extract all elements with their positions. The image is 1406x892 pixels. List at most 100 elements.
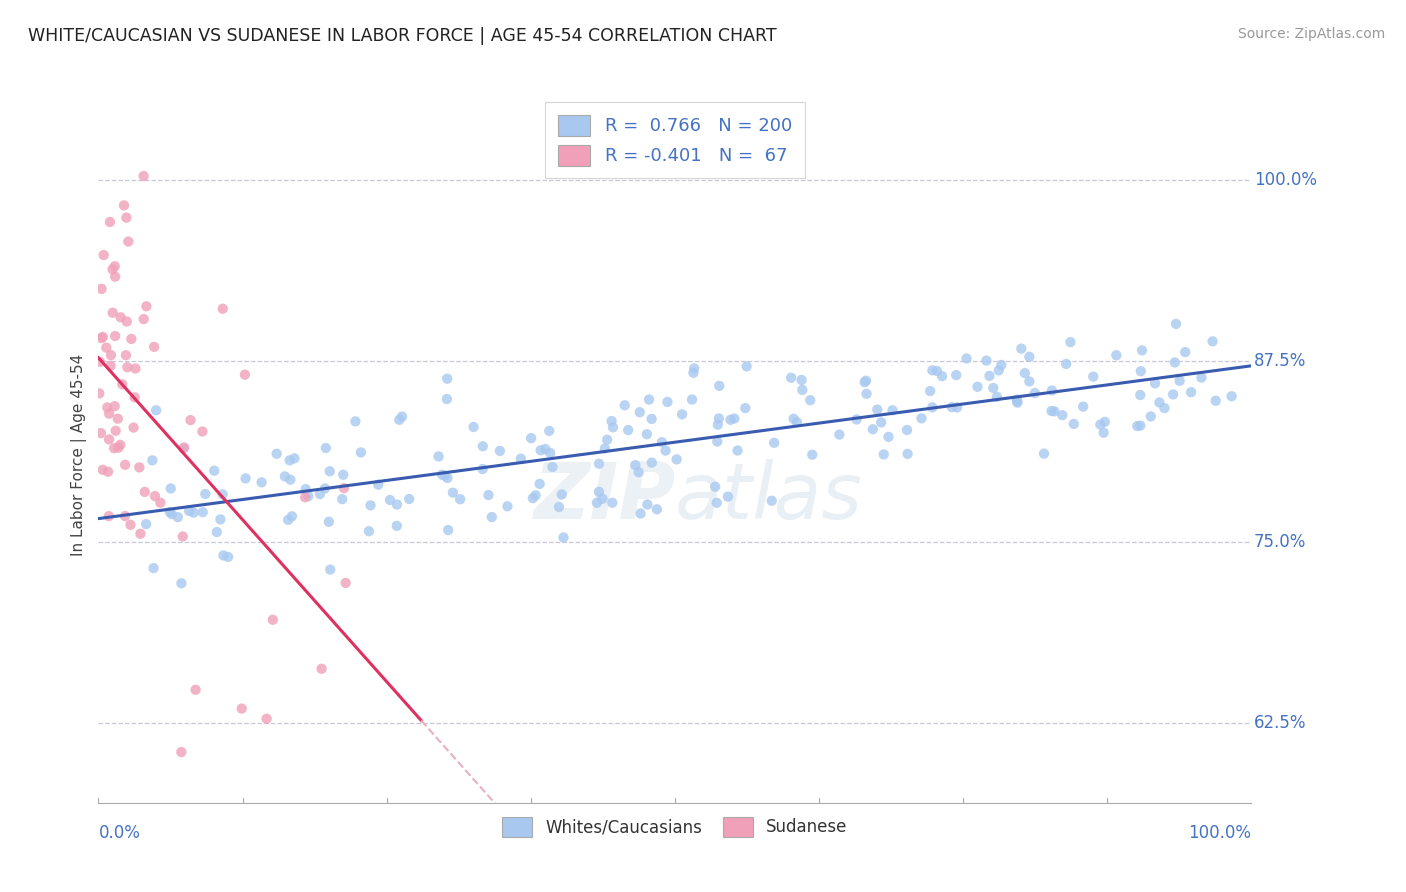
Point [124, 390, 146, 404]
Point [538, 424, 561, 438]
Point [97, 465, 120, 479]
Point [101, 306, 124, 320]
Point [477, 488, 499, 502]
Point [855, 374, 877, 388]
Point [1059, 335, 1081, 350]
Point [761, 493, 783, 508]
Point [522, 491, 544, 505]
Point [640, 412, 662, 426]
Point [1040, 404, 1063, 418]
Text: 62.5%: 62.5% [1254, 714, 1306, 732]
Point [941, 400, 963, 414]
Point [1054, 357, 1077, 371]
Point [596, 433, 619, 447]
Point [262, 613, 284, 627]
Point [882, 403, 904, 417]
Point [90, 282, 112, 296]
Point [548, 500, 571, 514]
Point [553, 531, 575, 545]
Point [628, 405, 651, 419]
Point [91, 330, 114, 344]
Point [98, 215, 121, 229]
Point [1063, 417, 1085, 431]
Point [256, 712, 278, 726]
Point [870, 416, 893, 430]
Point [98, 407, 121, 421]
Point [529, 443, 551, 458]
Point [170, 745, 193, 759]
Point [391, 409, 413, 424]
Text: 100.0%: 100.0% [1188, 823, 1251, 842]
Point [1005, 394, 1028, 409]
Point [112, 198, 135, 212]
Point [283, 451, 305, 466]
Point [1024, 386, 1046, 401]
Point [1168, 374, 1191, 388]
Point [294, 482, 316, 496]
Point [97, 509, 120, 524]
Point [709, 379, 731, 393]
Point [602, 420, 624, 434]
Point [682, 366, 704, 380]
Point [117, 235, 139, 249]
Point [636, 427, 658, 442]
Point [114, 509, 136, 524]
Point [471, 439, 494, 453]
Point [873, 447, 896, 461]
Point [707, 417, 730, 432]
Point [727, 443, 749, 458]
Point [1018, 350, 1040, 364]
Point [1153, 401, 1175, 415]
Point [496, 500, 519, 514]
Point [170, 576, 193, 591]
Point [641, 456, 664, 470]
Point [1043, 404, 1066, 418]
Point [534, 442, 557, 456]
Point [191, 505, 214, 519]
Point [110, 438, 132, 452]
Point [437, 523, 460, 537]
Text: 100.0%: 100.0% [1254, 170, 1316, 188]
Point [89, 355, 111, 369]
Point [209, 512, 232, 526]
Point [250, 475, 273, 490]
Point [855, 386, 877, 401]
Point [335, 575, 357, 590]
Point [93, 248, 115, 262]
Point [524, 488, 547, 502]
Legend: Whites/Caucasians, Sudanese: Whites/Caucasians, Sudanese [496, 811, 853, 843]
Point [274, 469, 297, 483]
Point [318, 515, 340, 529]
Point [1052, 408, 1074, 422]
Point [332, 467, 354, 482]
Point [114, 458, 136, 472]
Point [314, 481, 336, 495]
Point [1105, 348, 1128, 362]
Point [1092, 425, 1115, 440]
Point [1139, 409, 1161, 424]
Point [277, 513, 299, 527]
Point [645, 502, 668, 516]
Point [979, 368, 1001, 383]
Point [378, 493, 401, 508]
Point [143, 489, 166, 503]
Point [981, 381, 1004, 395]
Text: atlas: atlas [675, 458, 863, 534]
Y-axis label: In Labor Force | Age 45-54: In Labor Force | Age 45-54 [72, 354, 87, 556]
Point [315, 441, 337, 455]
Point [613, 398, 636, 412]
Point [319, 563, 342, 577]
Point [111, 377, 134, 392]
Point [966, 380, 988, 394]
Point [828, 427, 851, 442]
Point [357, 524, 380, 539]
Point [117, 360, 139, 375]
Point [790, 373, 813, 387]
Point [600, 414, 623, 428]
Point [294, 490, 316, 504]
Point [792, 383, 814, 397]
Point [845, 412, 868, 426]
Point [194, 487, 217, 501]
Text: 0.0%: 0.0% [98, 823, 141, 842]
Point [786, 415, 808, 429]
